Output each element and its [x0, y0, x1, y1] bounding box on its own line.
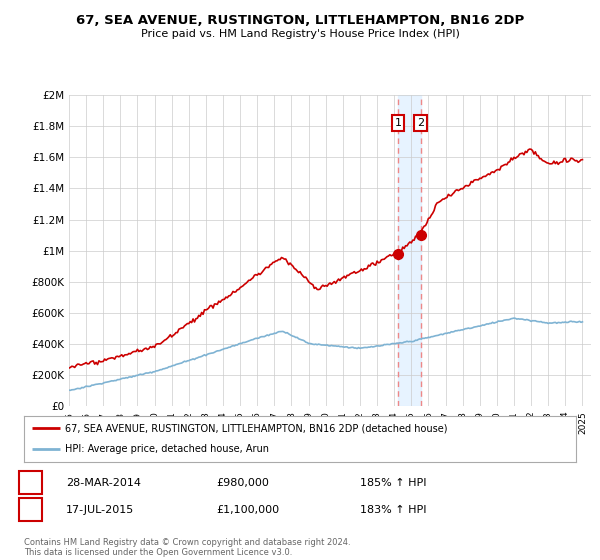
- Text: £980,000: £980,000: [216, 478, 269, 488]
- Text: £1,100,000: £1,100,000: [216, 505, 279, 515]
- Text: 67, SEA AVENUE, RUSTINGTON, LITTLEHAMPTON, BN16 2DP: 67, SEA AVENUE, RUSTINGTON, LITTLEHAMPTO…: [76, 14, 524, 27]
- Text: HPI: Average price, detached house, Arun: HPI: Average price, detached house, Arun: [65, 445, 269, 455]
- Text: 1: 1: [27, 478, 34, 488]
- Text: 185% ↑ HPI: 185% ↑ HPI: [360, 478, 427, 488]
- Text: 67, SEA AVENUE, RUSTINGTON, LITTLEHAMPTON, BN16 2DP (detached house): 67, SEA AVENUE, RUSTINGTON, LITTLEHAMPTO…: [65, 423, 448, 433]
- Text: 2: 2: [27, 505, 34, 515]
- Text: Contains HM Land Registry data © Crown copyright and database right 2024.
This d: Contains HM Land Registry data © Crown c…: [24, 538, 350, 557]
- Text: 1: 1: [395, 118, 401, 128]
- Text: 28-MAR-2014: 28-MAR-2014: [66, 478, 141, 488]
- Bar: [398, 95, 421, 406]
- Text: 183% ↑ HPI: 183% ↑ HPI: [360, 505, 427, 515]
- Text: Price paid vs. HM Land Registry's House Price Index (HPI): Price paid vs. HM Land Registry's House …: [140, 29, 460, 39]
- Text: 17-JUL-2015: 17-JUL-2015: [66, 505, 134, 515]
- Text: 2: 2: [417, 118, 424, 128]
